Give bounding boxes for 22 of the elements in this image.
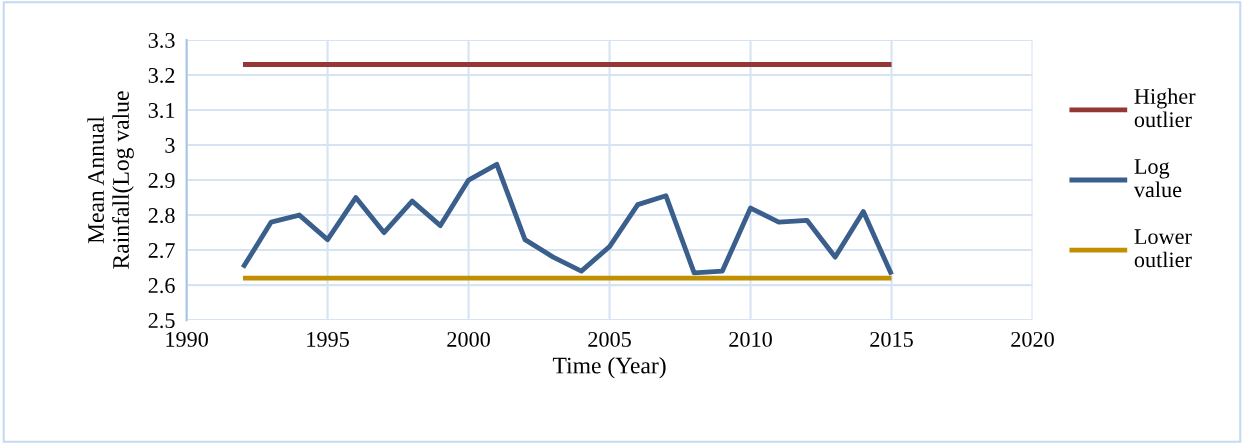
legend-label: Higher outlier [1134, 88, 1196, 128]
y-tick-label: 2.7 [148, 243, 175, 259]
y-tick-label: 3.2 [148, 67, 175, 84]
x-tick-label: 2000 [447, 331, 490, 347]
x-tick-label: 1990 [166, 331, 208, 347]
y-tick-label: 2.5 [148, 313, 175, 329]
legend-label: Lower outlier [1134, 229, 1192, 268]
y-tick-label: 3.3 [148, 32, 175, 48]
x-tick-label: 2005 [588, 331, 631, 347]
legend-label: Log value [1133, 159, 1182, 198]
y-tick-label: 2.9 [148, 173, 175, 189]
y-tick-label: 3.1 [148, 103, 175, 119]
y-tick-label: 2.8 [148, 207, 175, 224]
y-tick-label: 3 [165, 138, 175, 153]
y-axis-title: Mean Annual Rainfall(Log value [87, 91, 134, 269]
line-series [240, 161, 894, 278]
x-tick-label: 1995 [307, 331, 349, 347]
y-tick-label: 2.6 [148, 278, 175, 294]
x-tick-label: 2015 [870, 331, 913, 347]
x-tick-label: 2010 [729, 331, 772, 347]
x-tick-label: 2020 [1011, 331, 1054, 347]
x-axis-title: Time (Year) [552, 356, 666, 379]
